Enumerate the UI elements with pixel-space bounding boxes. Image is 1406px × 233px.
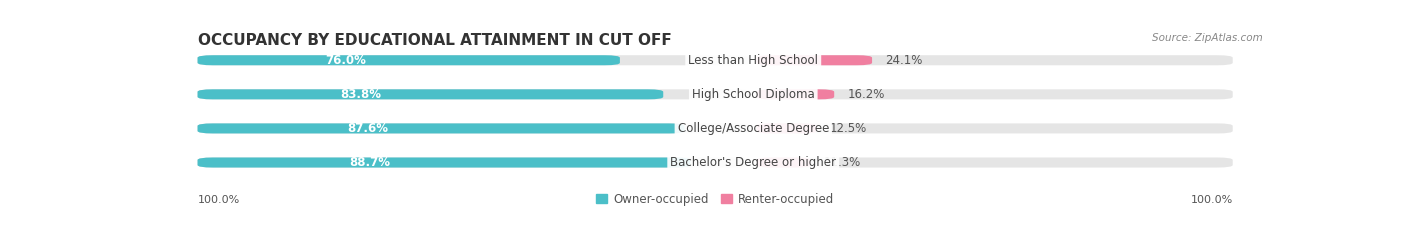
Text: OCCUPANCY BY EDUCATIONAL ATTAINMENT IN CUT OFF: OCCUPANCY BY EDUCATIONAL ATTAINMENT IN C… [197, 33, 671, 48]
FancyBboxPatch shape [756, 55, 1233, 65]
Text: 83.8%: 83.8% [340, 88, 381, 101]
Text: Source: ZipAtlas.com: Source: ZipAtlas.com [1153, 33, 1263, 43]
Text: Less than High School: Less than High School [689, 54, 818, 67]
FancyBboxPatch shape [756, 55, 872, 65]
FancyBboxPatch shape [197, 55, 749, 65]
Text: Bachelor's Degree or higher: Bachelor's Degree or higher [671, 156, 837, 169]
FancyBboxPatch shape [756, 89, 1233, 99]
FancyBboxPatch shape [197, 123, 685, 134]
Text: 12.5%: 12.5% [830, 122, 866, 135]
FancyBboxPatch shape [756, 158, 1233, 168]
FancyBboxPatch shape [197, 89, 664, 99]
Text: 87.6%: 87.6% [347, 122, 388, 135]
Legend: Owner-occupied, Renter-occupied: Owner-occupied, Renter-occupied [591, 188, 839, 210]
Text: 100.0%: 100.0% [197, 195, 240, 205]
FancyBboxPatch shape [197, 158, 690, 168]
Text: 24.1%: 24.1% [886, 54, 922, 67]
FancyBboxPatch shape [197, 123, 749, 134]
FancyBboxPatch shape [756, 123, 1233, 134]
FancyBboxPatch shape [756, 158, 811, 168]
FancyBboxPatch shape [756, 123, 817, 134]
FancyBboxPatch shape [197, 55, 620, 65]
FancyBboxPatch shape [197, 158, 749, 168]
Text: College/Associate Degree: College/Associate Degree [678, 122, 830, 135]
Text: 76.0%: 76.0% [325, 54, 366, 67]
FancyBboxPatch shape [756, 89, 834, 99]
Text: 11.3%: 11.3% [824, 156, 860, 169]
Text: 100.0%: 100.0% [1191, 195, 1233, 205]
Text: 16.2%: 16.2% [848, 88, 884, 101]
FancyBboxPatch shape [197, 89, 749, 99]
Text: High School Diploma: High School Diploma [692, 88, 814, 101]
Text: 88.7%: 88.7% [350, 156, 391, 169]
